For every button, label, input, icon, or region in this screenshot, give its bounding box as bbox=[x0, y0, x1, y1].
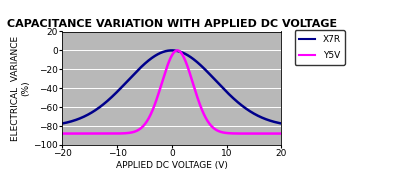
Title: CAPACITANCE VARIATION WITH APPLIED DC VOLTAGE: CAPACITANCE VARIATION WITH APPLIED DC VO… bbox=[7, 19, 336, 29]
Legend: X7R, Y5V: X7R, Y5V bbox=[294, 30, 344, 65]
Y-axis label: ELECTRICAL  VARIANCE
(%): ELECTRICAL VARIANCE (%) bbox=[11, 36, 30, 141]
X-axis label: APPLIED DC VOLTAGE (V): APPLIED DC VOLTAGE (V) bbox=[115, 161, 227, 170]
